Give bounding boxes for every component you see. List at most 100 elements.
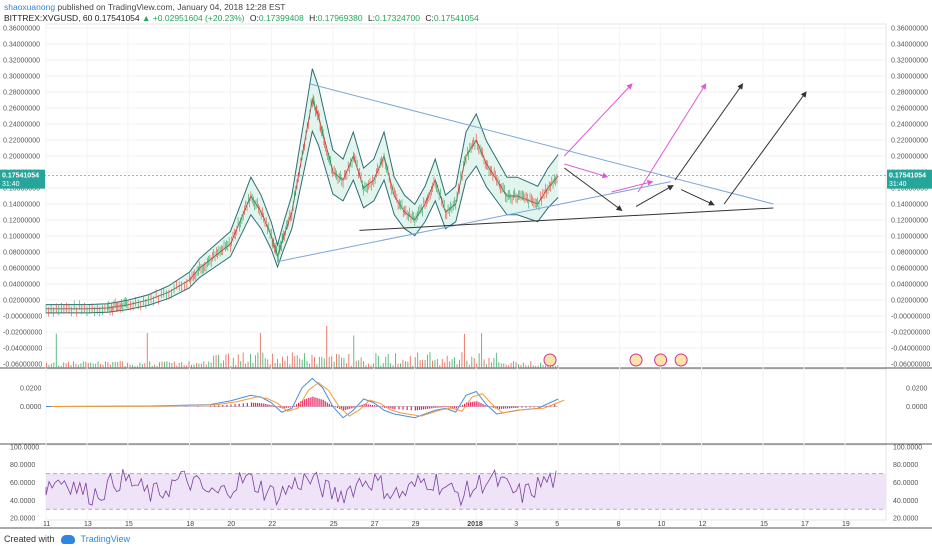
volume-bar <box>279 363 281 368</box>
macd-hist-bar <box>353 406 355 408</box>
macd-hist-bar <box>324 401 326 407</box>
volume-bar <box>505 364 507 368</box>
macd-hist-bar <box>533 406 535 408</box>
macd-hist-bar <box>511 406 513 409</box>
username-link[interactable]: shaoxuanong <box>4 2 56 12</box>
open-value: 0.17399408 <box>258 13 304 23</box>
volume-bar <box>53 362 55 368</box>
volume-bar <box>257 352 259 368</box>
macd-hist-bar <box>529 406 531 408</box>
macd-hist-bar <box>283 406 285 409</box>
volume-bar <box>264 358 266 368</box>
macd-hist-bar <box>478 402 480 407</box>
volume-bar <box>466 360 468 368</box>
volume-bar <box>510 363 512 368</box>
volume-bar <box>282 356 283 368</box>
volume-bar <box>173 361 175 368</box>
bollinger-upper-line <box>46 68 559 306</box>
macd-tick-right: 0.0200 <box>906 385 928 392</box>
volume-bar <box>518 364 519 368</box>
volume-bar <box>400 363 401 368</box>
macd-hist-bar <box>476 401 478 407</box>
volume-bar <box>141 364 143 368</box>
volume-bar <box>90 362 92 368</box>
volume-bar <box>476 363 478 368</box>
macd-hist-bar <box>513 406 515 409</box>
volume-bar <box>311 354 313 368</box>
last-price-tag-left-value: 0.17541054 <box>2 173 39 180</box>
macd-hist-bar <box>470 402 472 407</box>
volume-bar <box>156 365 158 368</box>
y-tick-label-right: 0.12000000 <box>891 218 928 225</box>
volume-bar <box>304 353 306 368</box>
volume-bar <box>500 363 502 368</box>
y-tick-label-right: -0.06000000 <box>891 362 930 369</box>
volume-bar <box>434 360 436 368</box>
rsi-line <box>45 468 557 507</box>
macd-hist-bar <box>384 406 386 408</box>
macd-hist-bar <box>252 402 255 407</box>
volume-bar <box>431 360 433 368</box>
volume-bar <box>522 362 524 368</box>
macd-hist-bar <box>359 405 361 407</box>
volume-bar <box>525 365 527 368</box>
y-tick-label-left: 0.28000000 <box>3 90 40 97</box>
macd-hist-bar <box>230 404 232 407</box>
volume-bar <box>178 363 180 368</box>
macd-hist-bar <box>304 399 306 407</box>
y-tick-label-right: 0.32000000 <box>891 58 928 65</box>
volume-bar <box>291 352 293 368</box>
volume-bar <box>321 356 323 368</box>
y-tick-label-left: 0.12000000 <box>3 218 40 225</box>
macd-hist-bar <box>293 405 296 407</box>
macd-hist-bar <box>463 403 466 407</box>
volume-bar <box>326 325 328 368</box>
y-tick-label-right: 0.06000000 <box>891 266 928 273</box>
volume-bar <box>210 362 212 368</box>
macd-hist-bar <box>285 406 287 408</box>
y-tick-label-right: 0.08000000 <box>891 250 928 257</box>
volume-bar <box>328 356 330 368</box>
volume-bar <box>535 365 537 368</box>
x-tick-label: 11 <box>43 521 50 528</box>
macd-hist-bar <box>265 404 267 407</box>
macd-hist-bar <box>382 406 384 408</box>
volume-bar <box>299 358 301 368</box>
volume-bar <box>181 361 183 368</box>
volume-bar <box>237 354 239 368</box>
macd-hist-bar <box>234 404 236 407</box>
y-tick-label-left: 0.20000000 <box>3 154 40 161</box>
macd-hist-bar <box>328 403 330 407</box>
macd-hist-bar <box>517 406 519 408</box>
volume-bar <box>333 361 335 368</box>
volume-bar <box>149 361 151 368</box>
volume-bar <box>247 361 249 368</box>
volume-bar <box>323 358 325 368</box>
volume-bar <box>385 356 387 368</box>
volume-bar <box>262 352 264 368</box>
volume-bar <box>171 363 173 368</box>
y-tick-label-left: -0.04000000 <box>3 346 42 353</box>
x-tick-label: 15 <box>125 521 133 528</box>
volume-bar <box>427 354 428 368</box>
macd-hist-bar <box>254 402 257 407</box>
macd-hist-bar <box>461 404 464 407</box>
volume-bar <box>134 365 136 368</box>
volume-bar <box>124 365 126 368</box>
volume-bar <box>223 360 224 368</box>
volume-bar <box>232 357 234 368</box>
volume-bar <box>117 362 119 368</box>
macd-hist-bar <box>310 397 312 407</box>
support-line <box>359 207 774 231</box>
volume-bar <box>449 361 451 368</box>
volume-bar <box>274 363 276 368</box>
tradingview-brand-link[interactable]: TradingView <box>80 534 131 544</box>
macd-hist-bar <box>427 406 429 409</box>
macd-hist-bar <box>398 406 400 410</box>
volume-bar <box>272 353 274 368</box>
macd-hist-bar <box>414 406 416 411</box>
symbol-label[interactable]: BITTREX:XVGUSD, 60 <box>4 13 93 23</box>
macd-hist-bar <box>468 402 470 407</box>
macd-hist-bar <box>369 404 371 407</box>
